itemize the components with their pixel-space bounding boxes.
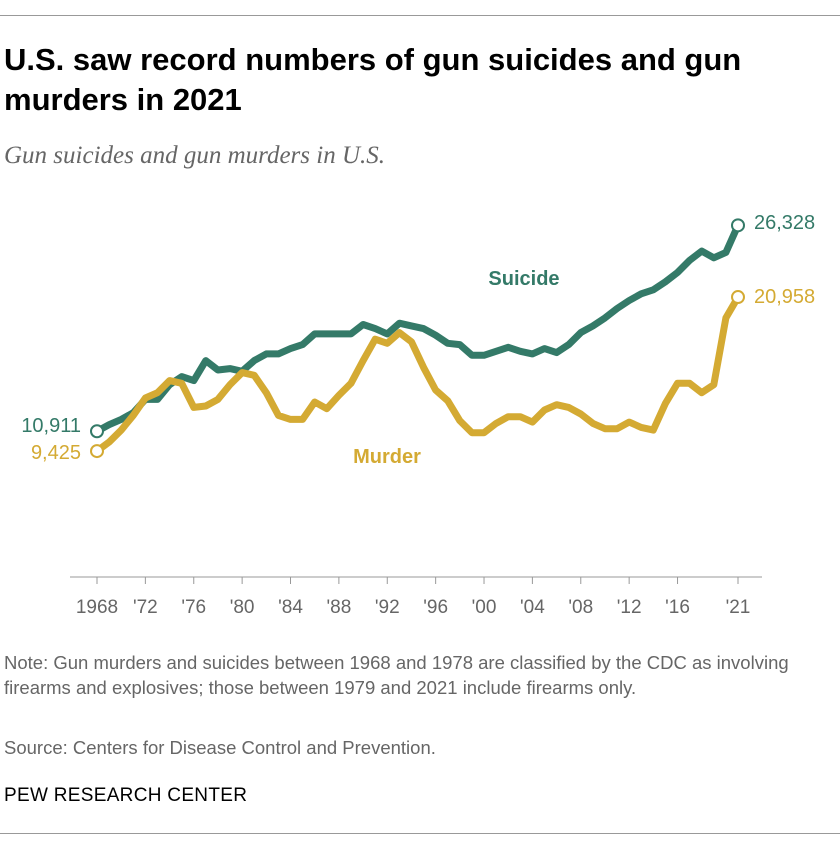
end-point-marker (731, 290, 745, 305)
series-labels: Suicide 10,911 26,328 Murder 9,425 20,958 (21, 212, 815, 468)
x-axis: 1968 '72 '76 '80 '84 '88 '92 '96 '00 '04 '08 '12 '16… (70, 576, 762, 618)
series-name-label: Murder (353, 446, 421, 468)
line-chart: 1968 '72 '76 '80 '84 '88 '92 '96 '00 '04 '08 '12 '16… (21, 212, 815, 618)
end-value-label: 20,958 (754, 286, 815, 308)
end-value-label: 26,328 (754, 212, 815, 234)
end-point-marker (731, 218, 745, 233)
chart-source: Source: Centers for Disease Control and … (4, 737, 436, 758)
x-tick-label: '04 (520, 597, 545, 618)
x-tick-label: '76 (181, 597, 206, 618)
x-tick-label: '16 (665, 597, 690, 618)
brand-logo-text: PEW RESEARCH CENTER (4, 785, 248, 806)
start-point-marker (90, 444, 104, 459)
start-point-marker (90, 424, 104, 439)
x-tick-label: '80 (230, 597, 255, 618)
bottom-rule (0, 833, 840, 834)
x-tick-label: '96 (423, 597, 448, 618)
start-value-label: 10,911 (21, 415, 81, 437)
chart-title: U.S. saw record numbers of gun suicides … (4, 42, 742, 117)
x-tick-label: '88 (327, 597, 352, 618)
x-tick-label: '92 (375, 597, 400, 618)
x-tick-label: '00 (472, 597, 497, 618)
chart-note: Note: Gun murders and suicides between 1… (4, 652, 789, 698)
start-value-label: 9,425 (31, 442, 81, 464)
x-tick-label: '84 (278, 597, 303, 618)
chart-subtitle: Gun suicides and gun murders in U.S. (4, 142, 386, 169)
series-line-murder (94, 295, 742, 454)
series-name-label: Suicide (488, 268, 559, 290)
x-tick-label: '12 (617, 597, 642, 618)
series-line-suicide (95, 223, 742, 435)
x-tick-label: '08 (568, 597, 593, 618)
x-tick-label: '72 (133, 597, 158, 618)
x-tick-label: '21 (726, 597, 751, 618)
top-rule (0, 15, 840, 16)
series-lines (90, 218, 745, 459)
x-tick-label: 1968 (76, 597, 118, 618)
